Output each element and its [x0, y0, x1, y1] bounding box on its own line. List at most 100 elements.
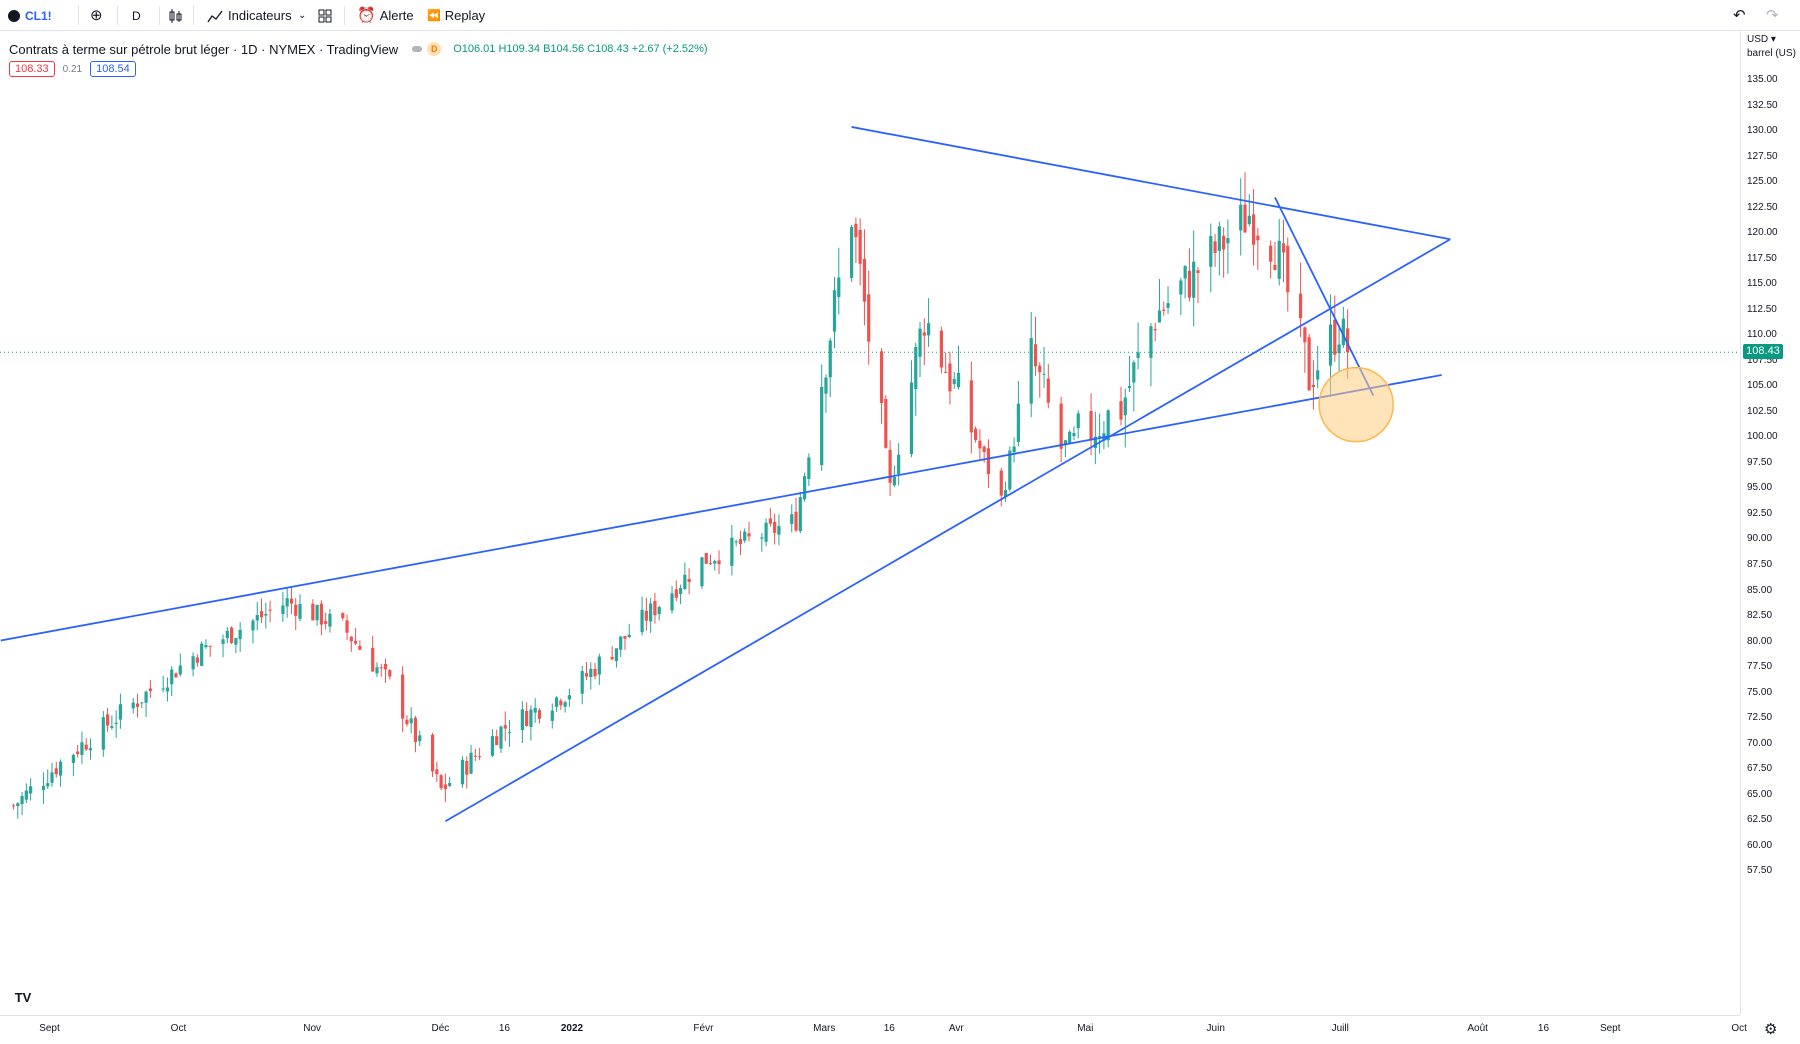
data-delay-badge[interactable]: D	[427, 42, 442, 56]
candle-down[interactable]	[105, 714, 110, 726]
candle-down[interactable]	[610, 656, 614, 660]
candle-up[interactable]	[221, 639, 225, 644]
candle-down[interactable]	[311, 603, 315, 621]
candle-down[interactable]	[324, 621, 328, 624]
candle-down[interactable]	[473, 755, 477, 757]
candle-down[interactable]	[794, 511, 798, 531]
candle-down[interactable]	[353, 640, 358, 644]
candle-down[interactable]	[174, 673, 178, 678]
candle-up[interactable]	[1247, 215, 1251, 225]
candle-down[interactable]	[969, 380, 973, 433]
candle-up[interactable]	[1341, 318, 1345, 346]
candle-down[interactable]	[405, 719, 409, 725]
candle-up[interactable]	[448, 782, 452, 786]
candle-up[interactable]	[418, 735, 422, 742]
candle-down[interactable]	[495, 736, 499, 746]
candle-down[interactable]	[986, 448, 991, 475]
candle-down[interactable]	[148, 688, 152, 692]
candle-up[interactable]	[1093, 436, 1097, 449]
candle-down[interactable]	[854, 223, 858, 238]
candle-up[interactable]	[1209, 236, 1213, 267]
candle-down[interactable]	[1196, 270, 1200, 274]
candle-up[interactable]	[191, 656, 195, 670]
candle-up[interactable]	[614, 648, 619, 662]
candle-down[interactable]	[867, 294, 871, 342]
candle-up[interactable]	[1179, 280, 1183, 295]
candle-up[interactable]	[563, 702, 567, 707]
candle-up[interactable]	[533, 707, 537, 713]
candle-up[interactable]	[29, 786, 33, 794]
candle-down[interactable]	[674, 589, 678, 598]
undo-button[interactable]: ↶	[1733, 0, 1746, 31]
candle-up[interactable]	[24, 790, 28, 800]
candle-up[interactable]	[807, 457, 811, 479]
candle-down[interactable]	[371, 647, 375, 672]
candle-up[interactable]	[80, 742, 84, 755]
candle-up[interactable]	[589, 668, 593, 678]
candle-up[interactable]	[225, 630, 229, 639]
candle-up[interactable]	[409, 718, 413, 724]
candle-down[interactable]	[708, 563, 713, 565]
trendline-short-downtrend[interactable]	[1274, 196, 1375, 396]
ask-price[interactable]: 108.54	[90, 61, 136, 77]
candle-down[interactable]	[884, 398, 888, 448]
candle-up[interactable]	[101, 717, 105, 750]
price-chart[interactable]	[0, 31, 1740, 1015]
candle-up[interactable]	[700, 557, 704, 587]
candle-up[interactable]	[1012, 446, 1016, 453]
candle-up[interactable]	[832, 290, 837, 332]
candle-down[interactable]	[345, 620, 349, 633]
candle-up[interactable]	[1003, 490, 1008, 497]
candle-down[interactable]	[773, 521, 777, 533]
candle-down[interactable]	[653, 600, 657, 616]
candle-down[interactable]	[922, 332, 926, 336]
candle-up[interactable]	[1029, 338, 1033, 404]
candle-up[interactable]	[114, 722, 118, 724]
candle-down[interactable]	[584, 673, 589, 677]
candle-up[interactable]	[264, 613, 268, 616]
candle-up[interactable]	[1076, 413, 1080, 429]
chart-type-button[interactable]	[168, 0, 182, 31]
candle-up[interactable]	[790, 514, 794, 524]
candle-down[interactable]	[768, 518, 772, 524]
candle-up[interactable]	[824, 377, 828, 394]
candle-down[interactable]	[1222, 235, 1226, 250]
candle-up[interactable]	[298, 603, 302, 619]
candle-up[interactable]	[50, 772, 54, 783]
candle-up[interactable]	[837, 277, 841, 298]
visibility-icon[interactable]	[412, 46, 423, 52]
candle-up[interactable]	[956, 372, 961, 388]
candle-up[interactable]	[460, 759, 465, 785]
candle-up[interactable]	[670, 593, 674, 611]
candle-up[interactable]	[743, 531, 747, 541]
candle-down[interactable]	[503, 725, 507, 729]
candle-up[interactable]	[952, 379, 956, 385]
candle-up[interactable]	[178, 665, 182, 675]
candle-up[interactable]	[918, 328, 922, 357]
candle-down[interactable]	[1089, 411, 1093, 440]
candle-up[interactable]	[1063, 440, 1068, 446]
candle-down[interactable]	[289, 598, 294, 604]
candle-down[interactable]	[478, 756, 482, 758]
candle-down[interactable]	[259, 611, 264, 618]
candle-up[interactable]	[802, 476, 807, 500]
candle-up[interactable]	[909, 382, 914, 455]
candle-down[interactable]	[944, 371, 948, 373]
candle-up[interactable]	[1277, 240, 1281, 279]
candle-up[interactable]	[204, 645, 208, 648]
candle-up[interactable]	[328, 613, 332, 627]
candle-down[interactable]	[1059, 403, 1063, 449]
candle-up[interactable]	[683, 574, 687, 589]
candle-up[interactable]	[1016, 403, 1020, 442]
candle-down[interactable]	[1187, 270, 1192, 298]
candle-up[interactable]	[20, 796, 24, 805]
candle-up[interactable]	[529, 709, 533, 728]
candle-up[interactable]	[678, 588, 683, 594]
candle-up[interactable]	[1217, 226, 1221, 251]
candle-up[interactable]	[734, 541, 738, 543]
candle-up[interactable]	[1226, 238, 1230, 244]
candle-down[interactable]	[978, 440, 982, 449]
candle-up[interactable]	[798, 497, 802, 531]
time-axis[interactable]: Sept Oct Nov Déc 16 2022 Févr Mars 16 Avr Mai Juin J…	[0, 1015, 1747, 1044]
candle-up[interactable]	[764, 522, 768, 542]
